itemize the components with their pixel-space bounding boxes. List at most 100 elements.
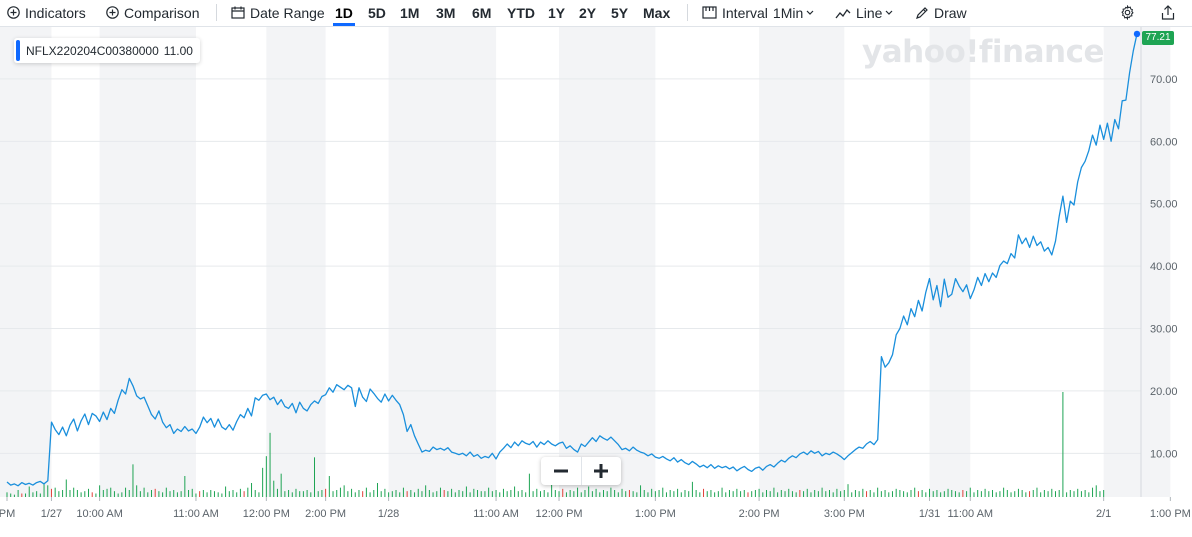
legend-symbol: NFLX220204C00380000 xyxy=(26,43,159,58)
volume-bar xyxy=(1058,490,1060,497)
range-6m-button[interactable]: 6M xyxy=(472,4,492,21)
volume-bar xyxy=(432,492,434,497)
volume-bar xyxy=(984,488,986,497)
volume-bar xyxy=(1040,492,1042,497)
chevron-down-icon xyxy=(806,10,814,16)
volume-bar xyxy=(484,491,486,497)
volume-bar xyxy=(380,491,382,497)
volume-bar xyxy=(721,487,723,497)
volume-bar xyxy=(110,487,112,497)
volume-bar xyxy=(691,481,693,497)
volume-bar xyxy=(428,490,430,497)
range-1y-button[interactable]: 1Y xyxy=(548,4,566,21)
volume-bar xyxy=(947,488,949,497)
series-legend[interactable]: NFLX220204C00380000 11.00 xyxy=(14,38,200,63)
share-button[interactable] xyxy=(1161,0,1175,25)
volume-bar xyxy=(1006,490,1008,497)
last-price-dot xyxy=(1133,30,1141,38)
volume-bar xyxy=(899,490,901,497)
calendar-icon xyxy=(231,6,245,19)
y-tick-label: 50.00 xyxy=(1150,199,1178,211)
volume-bar xyxy=(254,490,256,497)
volume-bar xyxy=(517,491,519,497)
range-3m-button[interactable]: 3M xyxy=(436,4,456,21)
volume-bar xyxy=(443,490,445,497)
range-2y-button[interactable]: 2Y xyxy=(579,4,597,21)
volume-bar xyxy=(395,490,397,497)
volume-bar xyxy=(121,492,123,497)
volume-bar xyxy=(584,490,586,497)
volume-bar xyxy=(988,491,990,497)
volume-bar xyxy=(836,488,838,497)
volume-bar xyxy=(632,491,634,497)
volume-bar xyxy=(136,485,138,497)
volume-bar xyxy=(862,488,864,497)
volume-bar xyxy=(84,491,86,497)
volume-bar xyxy=(880,491,882,497)
chart-type-dropdown[interactable]: Line xyxy=(835,0,893,25)
range-1d-button[interactable]: 1D xyxy=(333,0,355,26)
x-tick-label: 10:00 AM xyxy=(76,508,122,520)
volume-bar xyxy=(780,490,782,497)
interval-dropdown[interactable]: Interval 1Min xyxy=(702,0,814,25)
volume-bar xyxy=(751,491,753,497)
volume-bar xyxy=(799,490,801,497)
volume-bar xyxy=(636,492,638,497)
volume-bar xyxy=(599,492,601,497)
indicators-label: Indicators xyxy=(25,4,86,21)
range-5y-button[interactable]: 5Y xyxy=(611,4,629,21)
volume-bar xyxy=(206,492,208,497)
yahoo-finance-logo: yahoo!finance xyxy=(862,34,1105,70)
volume-bar xyxy=(1088,492,1090,497)
volume-bar xyxy=(376,483,378,497)
price-chart[interactable]: 10.00 20.00 30.00 40.00 50.00 60.00 70.00 PM 1/… xyxy=(0,27,1192,537)
indicators-button[interactable]: Indicators xyxy=(7,0,86,25)
volume-bar xyxy=(354,492,356,497)
range-1m-button[interactable]: 1M xyxy=(400,4,420,21)
range-5d-button[interactable]: 5D xyxy=(368,4,386,21)
volume-bar xyxy=(917,491,919,497)
volume-bar xyxy=(665,492,667,497)
volume-bar xyxy=(740,491,742,497)
volume-bar xyxy=(388,492,390,497)
volume-bar xyxy=(510,490,512,497)
volume-bar xyxy=(832,492,834,497)
volume-bar xyxy=(662,487,664,497)
last-price-badge: 77.21 xyxy=(1142,31,1174,45)
volume-bar xyxy=(273,480,275,497)
draw-button[interactable]: Draw xyxy=(915,0,967,25)
settings-button[interactable] xyxy=(1120,0,1135,25)
volume-bar xyxy=(91,492,93,497)
volume-bar xyxy=(525,492,527,497)
volume-bar xyxy=(276,488,278,497)
volume-bar xyxy=(543,490,545,497)
date-range-button[interactable]: Date Range xyxy=(231,0,325,25)
volume-bar xyxy=(265,456,267,497)
volume-bar xyxy=(858,491,860,497)
range-max-button[interactable]: Max xyxy=(643,4,671,21)
range-ytd-button[interactable]: YTD xyxy=(507,4,535,21)
zoom-out-button[interactable] xyxy=(541,457,582,485)
zoom-in-button[interactable] xyxy=(582,457,622,485)
x-tick-label: 1/28 xyxy=(378,508,399,520)
volume-bar xyxy=(1029,491,1031,497)
volume-bar xyxy=(962,490,964,497)
volume-bar xyxy=(958,492,960,497)
volume-bar xyxy=(488,487,490,497)
comparison-button[interactable]: Comparison xyxy=(106,0,199,25)
volume-bar xyxy=(495,490,497,497)
volume-bar xyxy=(369,492,371,497)
plus-circle-icon xyxy=(7,6,20,19)
x-tick-label: 1/31 xyxy=(919,508,940,520)
volume-bar xyxy=(43,483,45,497)
volume-bar xyxy=(640,485,642,497)
session-band-5 xyxy=(759,27,845,497)
volume-bar xyxy=(1003,487,1005,497)
volume-bar xyxy=(821,487,823,497)
interval-label: Interval xyxy=(722,4,768,21)
volume-bar xyxy=(906,492,908,497)
volume-bar xyxy=(773,487,775,497)
volume-bar xyxy=(13,494,15,497)
volume-bar xyxy=(532,491,534,497)
volume-bar xyxy=(725,492,727,497)
